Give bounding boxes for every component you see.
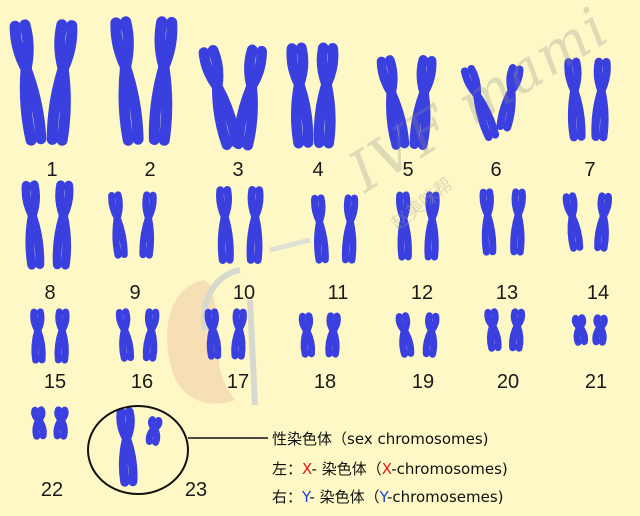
chromosome-18-a <box>298 312 316 358</box>
chromosome-10-b <box>246 186 264 264</box>
chromosome-3-b <box>233 44 267 151</box>
chromosome-number-5: 5 <box>402 159 414 181</box>
chromosome-20-b <box>509 308 526 352</box>
chromosome-2-b <box>148 16 178 146</box>
legend-sex-cn: 性染色体 <box>272 430 333 448</box>
chromosome-number-19: 19 <box>411 371 435 393</box>
chromosome-7-b <box>591 57 611 142</box>
chromosome-11-a <box>311 194 329 264</box>
legend-y-en: -chromosemes) <box>386 488 504 506</box>
chromosome-17-a <box>204 308 222 360</box>
chromosome-8-a <box>21 180 45 270</box>
chromosome-5-a <box>376 55 410 150</box>
chromosome-4-b <box>313 42 339 149</box>
chromosome-1-b <box>46 19 78 146</box>
chromosome-number-4: 4 <box>312 159 324 181</box>
chromosome-number-8: 8 <box>44 282 56 304</box>
chromosome-17-b <box>231 308 247 360</box>
chromosome-8-b <box>52 180 74 270</box>
chromosome-1-a <box>9 19 47 146</box>
legend-y-letter-2: Y <box>379 488 387 506</box>
chromosome-15-b <box>54 308 70 364</box>
chromosome-4-a <box>286 42 314 149</box>
legend-x-en: -chromosomes) <box>391 460 508 478</box>
chromosome-number-6: 6 <box>490 159 502 181</box>
chromosome-12-a <box>395 191 412 261</box>
chromosome-14-b <box>594 192 612 252</box>
legend-y-chromosome: 右：Y- 染色体（Y-chromosemes) <box>272 486 504 507</box>
chromosome-number-1: 1 <box>46 159 58 181</box>
face-profile-logo-icon <box>167 237 311 406</box>
chromosome-20-a <box>484 308 502 352</box>
legend-y-cn: - 染色体（ <box>309 488 380 506</box>
chromosome-number-18: 18 <box>313 371 337 393</box>
chromosome-11-b <box>341 194 359 264</box>
chromosome-7-a <box>564 57 586 142</box>
chromosome-number-17: 17 <box>226 371 250 393</box>
chromosome-19-a <box>395 312 415 358</box>
legend-left-prefix: 左： <box>272 460 303 478</box>
chromosome-x <box>116 407 138 487</box>
chromosome-19-b <box>422 312 440 358</box>
chromosome-9-b <box>139 191 157 259</box>
chromosome-2-a <box>110 16 144 146</box>
chromosome-number-22: 22 <box>40 479 64 501</box>
chromosome-3-a <box>198 44 242 151</box>
chromosome-number-10: 10 <box>232 282 256 304</box>
chromosome-number-21: 21 <box>584 371 608 393</box>
chromosome-number-16: 16 <box>130 371 154 393</box>
chromosome-14-a <box>562 192 584 252</box>
chromosome-y <box>145 416 163 446</box>
chromosome-number-13: 13 <box>495 282 519 304</box>
chromosome-13-a <box>479 188 497 256</box>
chromosome-number-7: 7 <box>584 159 596 181</box>
legend-sex-en: （sex chromosomes) <box>332 430 489 448</box>
chromosome-9-a <box>108 191 128 259</box>
chromosome-21-a <box>571 314 589 346</box>
legend-sex-chromosomes: 性染色体（sex chromosomes) <box>272 428 489 449</box>
chromosome-number-23: 23 <box>184 479 208 501</box>
chromosome-22-b <box>53 406 69 440</box>
chromosome-number-12: 12 <box>410 282 434 304</box>
chromosome-number-14: 14 <box>586 282 610 304</box>
chromosome-21-b <box>592 314 608 346</box>
chromosome-16-b <box>142 308 160 362</box>
chromosome-number-3: 3 <box>232 159 244 181</box>
chromosome-number-15: 15 <box>43 371 67 393</box>
legend-x-letter-2: X <box>381 460 392 478</box>
chromosome-number-2: 2 <box>144 159 156 181</box>
chromosome-number-20: 20 <box>496 371 520 393</box>
chromosome-number-9: 9 <box>129 282 141 304</box>
chromosome-6-a <box>460 65 500 141</box>
legend-right-prefix: 右： <box>272 488 303 506</box>
chromosome-12-b <box>424 191 440 261</box>
chromosome-16-a <box>115 308 135 362</box>
sex-chromosome-circle <box>87 405 189 495</box>
chromosome-15-a <box>30 308 46 364</box>
chromosome-18-b <box>325 312 341 358</box>
legend-y-letter: Y <box>302 488 310 506</box>
legend-x-chromosome: 左：X- 染色体（X-chromosomes) <box>272 458 508 479</box>
chromosome-6-b <box>496 64 524 132</box>
legend-x-letter: X <box>302 460 312 478</box>
chromosome-number-11: 11 <box>327 282 349 304</box>
chromosome-set <box>9 16 612 487</box>
chromosome-10-a <box>216 186 234 264</box>
chromosome-22-a <box>31 406 47 440</box>
chromosome-5-b <box>409 55 437 150</box>
chromosome-13-b <box>510 188 526 256</box>
legend-x-cn: - 染色体（ <box>311 460 382 478</box>
